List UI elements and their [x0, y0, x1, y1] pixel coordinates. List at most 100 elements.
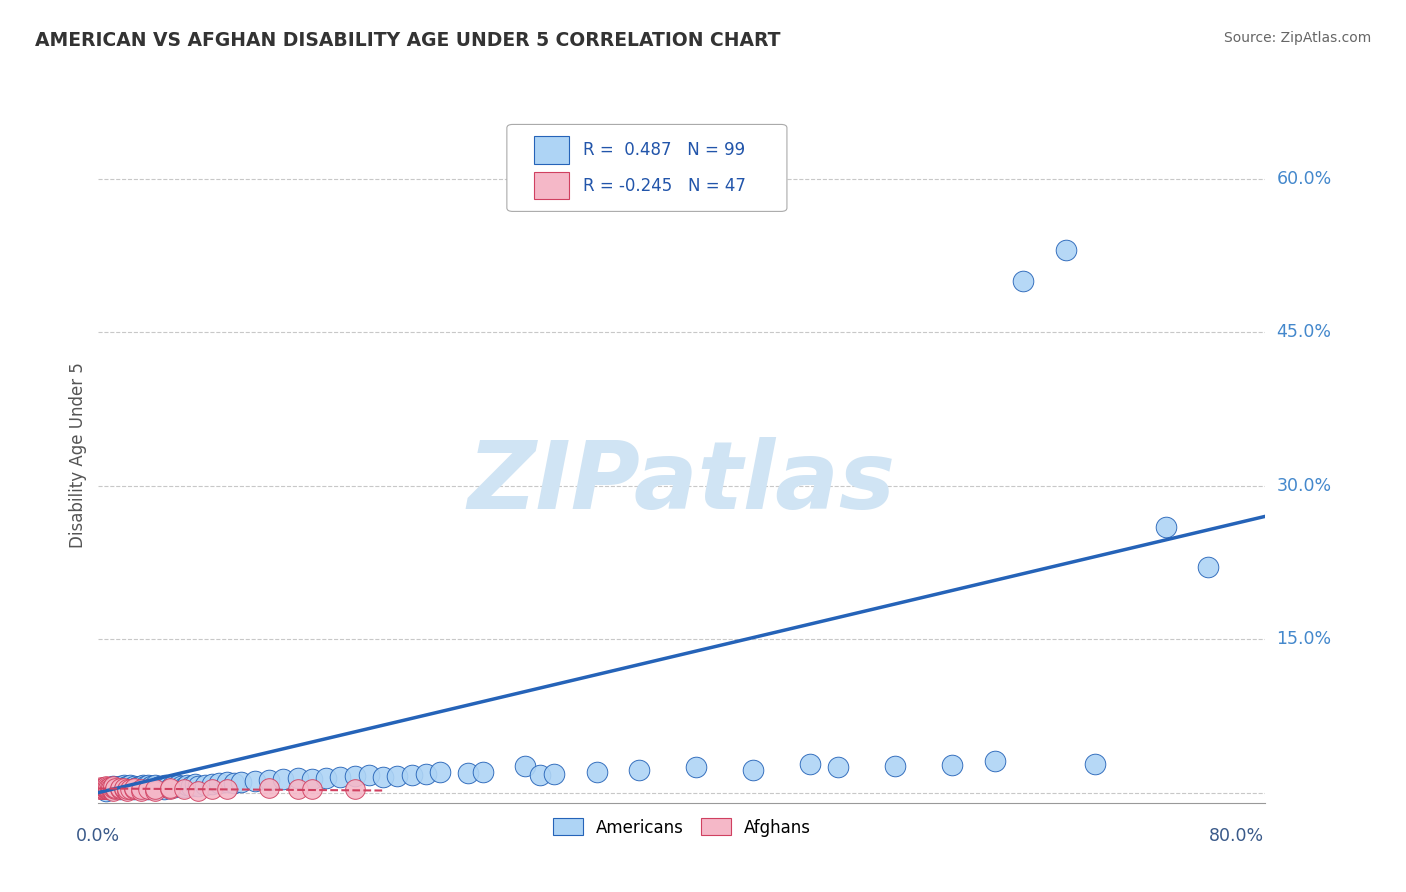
Point: [150, 781, 173, 796]
Point: [141, 781, 163, 796]
Point: [108, 780, 131, 794]
Point: [94, 783, 117, 797]
Point: [215, 775, 238, 789]
Point: [1084, 756, 1107, 771]
Point: [129, 780, 152, 795]
Text: AMERICAN VS AFGHAN DISABILITY AGE UNDER 5 CORRELATION CHART: AMERICAN VS AFGHAN DISABILITY AGE UNDER …: [35, 31, 780, 50]
Point: [529, 768, 551, 782]
Point: [91, 781, 114, 796]
Point: [148, 780, 170, 795]
Point: [229, 775, 252, 789]
Point: [107, 781, 129, 796]
Point: [101, 781, 124, 796]
Point: [118, 780, 141, 795]
Point: [429, 765, 451, 780]
FancyBboxPatch shape: [534, 136, 568, 164]
Point: [96, 780, 118, 795]
Point: [93, 782, 115, 797]
Point: [134, 780, 156, 794]
Point: [343, 782, 366, 797]
Point: [173, 780, 195, 795]
Point: [89, 782, 111, 797]
Point: [153, 782, 176, 797]
Point: [94, 780, 117, 794]
Point: [315, 771, 337, 785]
Point: [143, 782, 166, 797]
Point: [201, 777, 224, 791]
Point: [98, 782, 121, 797]
Point: [149, 780, 172, 794]
Point: [122, 782, 145, 797]
Point: [120, 781, 142, 796]
Point: [180, 780, 202, 794]
Point: [457, 766, 479, 780]
Point: [97, 781, 120, 796]
Point: [187, 783, 209, 797]
Point: [799, 756, 821, 771]
Point: [152, 780, 174, 795]
Point: [273, 772, 295, 787]
Point: [184, 777, 207, 791]
Point: [1054, 244, 1077, 258]
Point: [208, 776, 231, 790]
Point: [155, 778, 177, 793]
Point: [170, 780, 193, 794]
Point: [628, 763, 651, 777]
Point: [167, 778, 190, 793]
Point: [135, 780, 157, 795]
Text: R =  0.487   N = 99: R = 0.487 N = 99: [582, 141, 745, 160]
Point: [301, 772, 323, 787]
Point: [827, 760, 849, 774]
Point: [941, 758, 963, 772]
Point: [118, 782, 141, 797]
Point: [96, 782, 118, 797]
Text: 30.0%: 30.0%: [1277, 476, 1331, 495]
Point: [201, 782, 224, 797]
Point: [136, 782, 159, 797]
Point: [1154, 519, 1177, 533]
Point: [108, 781, 131, 796]
Point: [121, 780, 143, 795]
Point: [543, 767, 565, 781]
Point: [371, 770, 394, 784]
Point: [115, 783, 138, 797]
Point: [97, 782, 120, 797]
Point: [93, 780, 115, 795]
Point: [122, 780, 145, 794]
Point: [132, 781, 155, 796]
Point: [173, 782, 195, 797]
Point: [101, 781, 124, 796]
Point: [401, 768, 423, 782]
Point: [117, 782, 139, 797]
Text: ZIPatlas: ZIPatlas: [468, 437, 896, 529]
Point: [387, 769, 409, 783]
Point: [90, 780, 112, 795]
Point: [138, 780, 160, 795]
Point: [110, 781, 132, 796]
Point: [471, 765, 494, 780]
Point: [98, 780, 121, 795]
Point: [257, 773, 280, 788]
Point: [97, 782, 120, 797]
Point: [128, 780, 150, 794]
Point: [742, 763, 765, 777]
Point: [343, 769, 366, 783]
Point: [139, 780, 162, 794]
Point: [127, 781, 149, 796]
Point: [1198, 560, 1220, 574]
Point: [108, 782, 131, 797]
Point: [112, 782, 135, 797]
Point: [143, 782, 166, 797]
Text: 15.0%: 15.0%: [1277, 630, 1331, 648]
Point: [329, 770, 352, 784]
Point: [112, 778, 135, 793]
Point: [125, 780, 148, 795]
Point: [215, 782, 238, 797]
Point: [243, 774, 266, 789]
Point: [104, 782, 127, 797]
Point: [115, 780, 138, 794]
Point: [118, 778, 141, 793]
Point: [357, 768, 380, 782]
Point: [101, 780, 124, 794]
Point: [100, 781, 122, 796]
